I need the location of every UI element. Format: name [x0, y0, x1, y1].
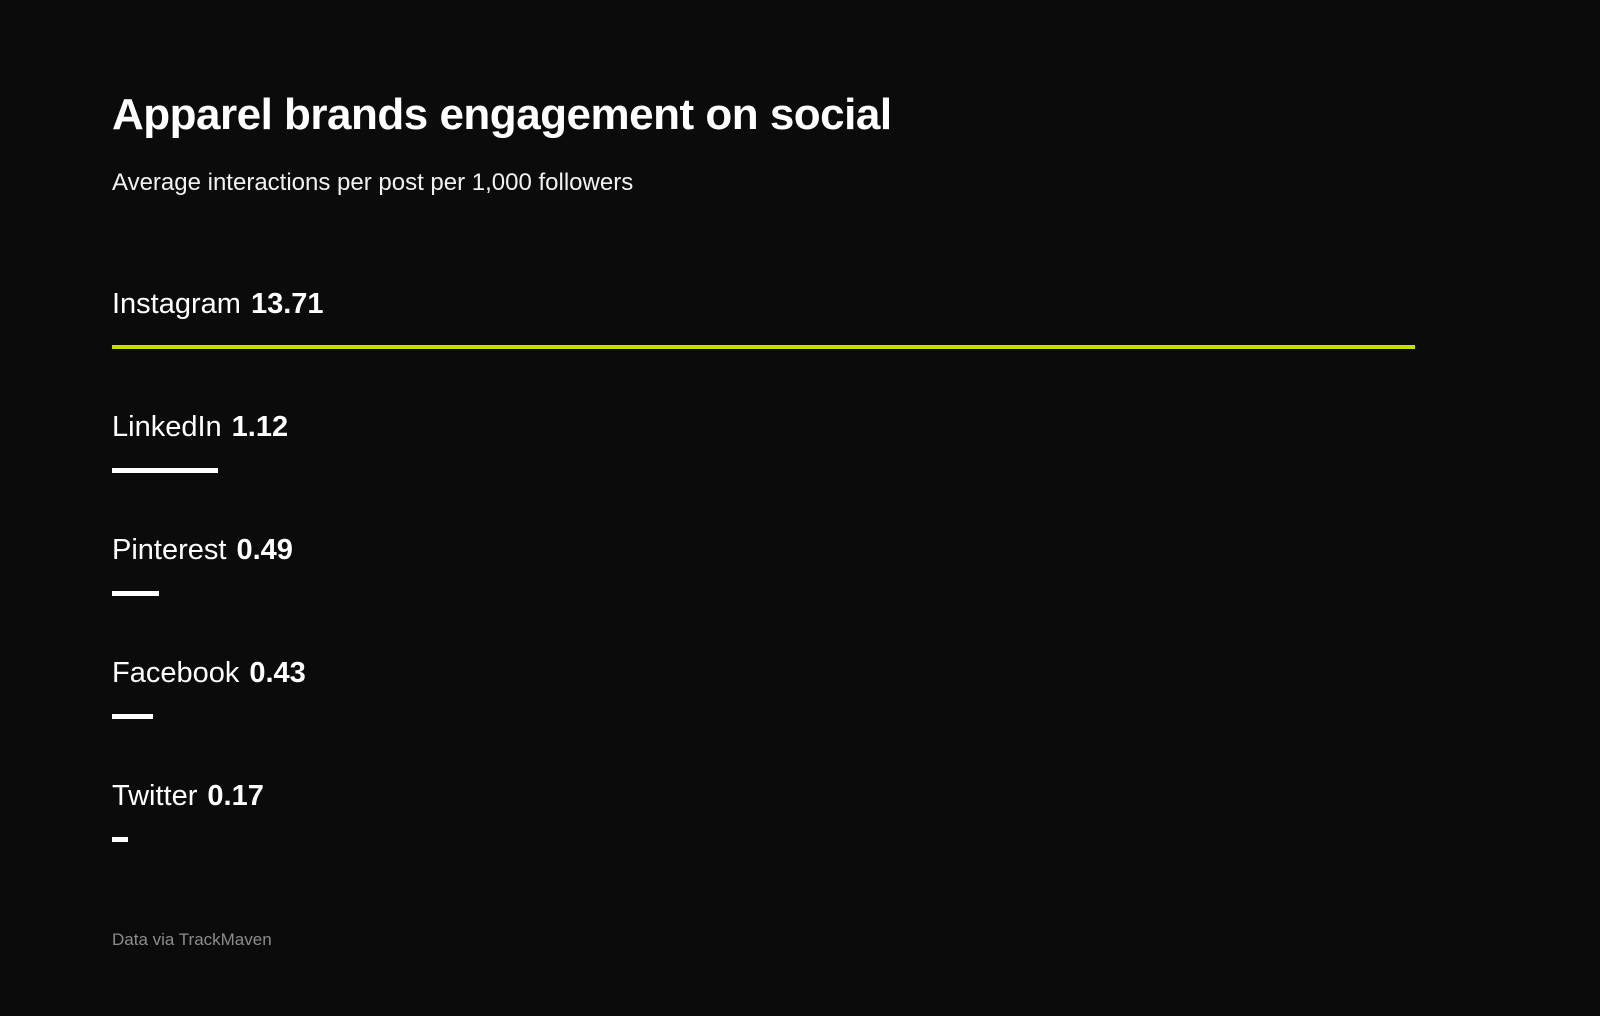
value-label: 0.49 — [236, 533, 293, 566]
value-label: 13.71 — [250, 287, 324, 320]
bar-facebook — [112, 713, 153, 719]
bar-track — [112, 836, 1415, 842]
bar-row-facebook: Facebook 0.43 — [112, 654, 1415, 719]
source-note: Data via TrackMaven — [112, 929, 272, 949]
value-label: 0.17 — [207, 779, 264, 812]
bar-row-twitter: Twitter 0.17 — [112, 777, 1415, 842]
bar-label: Twitter 0.17 — [112, 777, 1415, 815]
bar-row-pinterest: Pinterest 0.49 — [112, 531, 1415, 596]
bar-linkedin — [112, 467, 219, 473]
bar-track — [112, 467, 1415, 473]
value-label: 1.12 — [231, 410, 289, 443]
category-label: Facebook — [112, 656, 240, 689]
bar-row-linkedin: LinkedIn 1.12 — [112, 408, 1415, 473]
bar-track — [112, 713, 1415, 719]
bar-track — [112, 590, 1415, 596]
category-label: Twitter — [112, 779, 198, 812]
bar-instagram — [112, 344, 1415, 349]
bar-track — [112, 344, 1415, 350]
category-label: Instagram — [112, 287, 241, 320]
bar-label: Instagram 13.71 — [112, 285, 1415, 323]
bar-chart: Instagram 13.71 LinkedIn 1.12 Pinterest 0.4… — [112, 285, 1415, 842]
category-label: LinkedIn — [112, 410, 222, 443]
bar-row-instagram: Instagram 13.71 — [112, 285, 1415, 350]
value-label: 0.43 — [249, 656, 306, 689]
chart-title: Apparel brands engagement on social — [112, 90, 892, 139]
category-label: Pinterest — [112, 533, 227, 566]
bar-label: Facebook 0.43 — [112, 654, 1415, 692]
bar-pinterest — [112, 590, 159, 596]
bar-twitter — [112, 836, 129, 842]
bar-label: LinkedIn 1.12 — [112, 408, 1415, 446]
chart-subtitle: Average interactions per post per 1,000 … — [112, 168, 634, 196]
bar-label: Pinterest 0.49 — [112, 531, 1415, 569]
